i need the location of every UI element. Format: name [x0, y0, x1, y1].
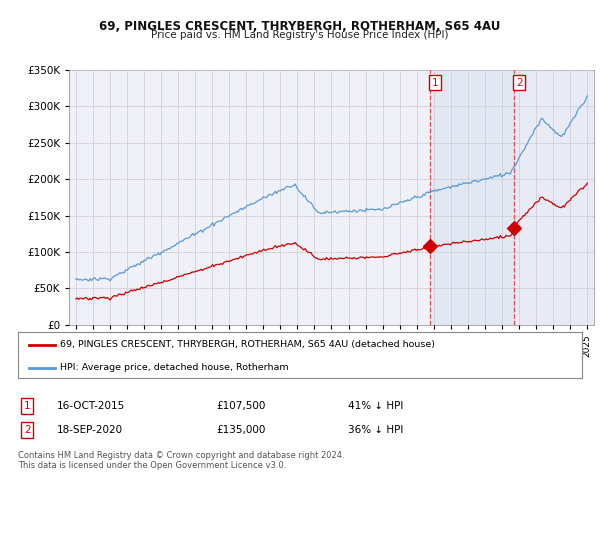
Text: 69, PINGLES CRESCENT, THRYBERGH, ROTHERHAM, S65 4AU: 69, PINGLES CRESCENT, THRYBERGH, ROTHERH…: [100, 20, 500, 32]
Text: 1: 1: [432, 78, 439, 88]
Text: 18-SEP-2020: 18-SEP-2020: [57, 425, 123, 435]
Text: £135,000: £135,000: [216, 425, 265, 435]
Text: 2: 2: [24, 425, 31, 435]
Bar: [430, 70, 514, 325]
Text: 16-OCT-2015: 16-OCT-2015: [57, 401, 125, 411]
Text: £107,500: £107,500: [216, 401, 265, 411]
Text: 36% ↓ HPI: 36% ↓ HPI: [348, 425, 403, 435]
Text: Price paid vs. HM Land Registry's House Price Index (HPI): Price paid vs. HM Land Registry's House …: [151, 30, 449, 40]
Text: 69, PINGLES CRESCENT, THRYBERGH, ROTHERHAM, S65 4AU (detached house): 69, PINGLES CRESCENT, THRYBERGH, ROTHERH…: [60, 340, 436, 349]
Point: [509, 223, 519, 232]
Text: HPI: Average price, detached house, Rotherham: HPI: Average price, detached house, Roth…: [60, 363, 289, 372]
Text: 41% ↓ HPI: 41% ↓ HPI: [348, 401, 403, 411]
Text: 2: 2: [516, 78, 523, 88]
Point: [425, 242, 435, 251]
Text: 1: 1: [24, 401, 31, 411]
Text: Contains HM Land Registry data © Crown copyright and database right 2024.
This d: Contains HM Land Registry data © Crown c…: [18, 451, 344, 470]
Bar: [514, 70, 592, 325]
